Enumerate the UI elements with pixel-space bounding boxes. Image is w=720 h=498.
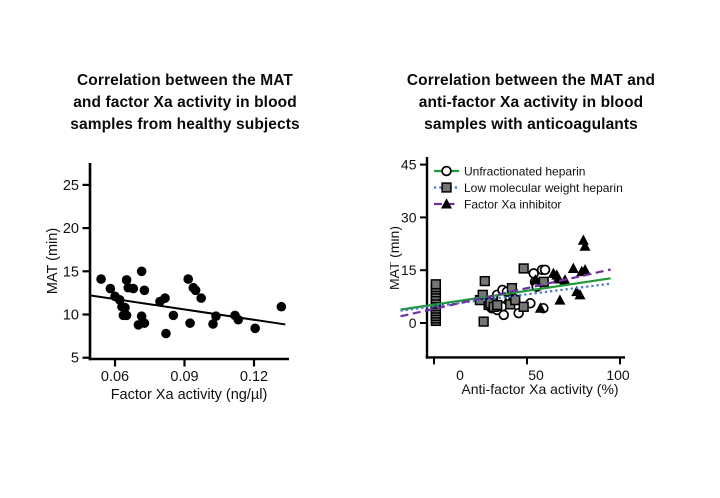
scatter-marker-square xyxy=(430,279,442,290)
right-scatter-chart: 0 15 30 45 0 50 100 Unfractionated heparin Low m… xyxy=(390,157,630,397)
x-tick-label: 50 xyxy=(528,367,544,383)
y-tick-label: 5 xyxy=(71,351,79,367)
y-tick-label: 10 xyxy=(63,308,79,324)
trend-line xyxy=(400,282,611,312)
x-tick-label: 0.06 xyxy=(101,369,129,385)
y-axis-title: MAT (min) xyxy=(390,226,402,290)
data-point xyxy=(128,283,139,294)
right-title-line-1: Correlation between the MAT and xyxy=(406,72,656,89)
scatter-marker-square xyxy=(441,182,452,193)
scatter-marker-square xyxy=(478,316,489,327)
data-point xyxy=(136,266,147,277)
data-point xyxy=(233,314,244,325)
left-title-line-1: Correlation between the MAT xyxy=(77,72,293,89)
y-tick-label: 15 xyxy=(63,264,79,280)
scatter-marker-circle xyxy=(539,264,551,276)
scatter-marker-triangle xyxy=(554,294,566,305)
data-point xyxy=(190,285,201,296)
legend-label: Unfractionated heparin xyxy=(464,164,585,178)
scatter-marker-triangle xyxy=(579,264,591,275)
scatter-marker-square xyxy=(477,289,488,300)
scatter-marker-square xyxy=(510,294,521,306)
y-tick-label: 15 xyxy=(401,262,417,278)
left-chart-title: Correlation between the MAT and factor X… xyxy=(33,70,337,136)
x-tick-label: 100 xyxy=(606,367,630,383)
y-tick-label: 25 xyxy=(63,178,79,194)
scatter-marker-triangle xyxy=(441,198,452,209)
scatter-marker-square xyxy=(479,275,490,287)
y-tick-label: 0 xyxy=(409,315,417,331)
right-chart-title: Correlation between the MAT and anti-fac… xyxy=(378,70,684,136)
y-axis-title: MAT (min) xyxy=(45,228,61,294)
data-point xyxy=(168,310,179,321)
scatter-marker-circle xyxy=(441,165,452,177)
data-point xyxy=(139,285,150,296)
scatter-marker-square xyxy=(518,263,529,274)
y-tick-label: 30 xyxy=(401,209,417,225)
left-title-line-3: samples from healthy subjects xyxy=(70,116,300,133)
scatter-marker-triangle xyxy=(574,289,586,300)
scatter-marker-triangle xyxy=(529,274,541,285)
data-point xyxy=(276,301,287,312)
data-point xyxy=(185,318,195,328)
legend-label: Low molecular weight heparin xyxy=(464,181,623,195)
data-point xyxy=(250,323,260,334)
left-title-line-2: and factor Xa activity in blood xyxy=(73,94,297,111)
data-point xyxy=(139,318,150,328)
data-point xyxy=(208,319,218,329)
data-point xyxy=(121,310,132,321)
scatter-marker-triangle xyxy=(579,240,591,251)
right-title-line-2: anti-factor Xa activity in blood xyxy=(418,94,644,111)
data-point xyxy=(121,275,132,285)
y-tick-label: 45 xyxy=(401,157,417,173)
scatter-marker-circle xyxy=(498,309,510,321)
series-filled-triangle xyxy=(529,234,591,313)
scatter-marker-triangle xyxy=(577,234,589,245)
scatter-marker-triangle xyxy=(534,302,546,313)
series-filled-square xyxy=(430,263,549,327)
x-tick-label: 0.12 xyxy=(240,369,268,385)
data-point xyxy=(120,302,130,313)
data-point xyxy=(196,293,206,303)
scatter-marker-circle xyxy=(528,268,539,279)
y-tick-label: 20 xyxy=(63,221,79,237)
x-axis-title: Factor Xa activity (ng/µl) xyxy=(111,387,268,403)
scatter-marker-square xyxy=(492,299,503,311)
data-point xyxy=(183,274,194,284)
data-point xyxy=(105,283,116,294)
data-point xyxy=(161,328,171,339)
left-scatter-chart: 5 10 15 20 25 0.06 0.09 0.12 MAT (min) Factor Xa … xyxy=(45,163,289,403)
right-title-line-3: samples with anticoagulants xyxy=(424,116,638,133)
x-axis-title: Anti-factor Xa activity (%) xyxy=(461,381,618,397)
trend-line xyxy=(400,268,611,318)
x-tick-label: 0.09 xyxy=(170,369,198,385)
x-tick-label: 0 xyxy=(456,367,464,383)
data-point xyxy=(160,293,170,303)
legend-label: Factor Xa inhibitor xyxy=(464,197,561,211)
scatter-marker-square xyxy=(518,301,529,312)
scatter-marker-triangle xyxy=(567,262,579,273)
data-point xyxy=(96,274,106,284)
data-point xyxy=(211,311,221,322)
